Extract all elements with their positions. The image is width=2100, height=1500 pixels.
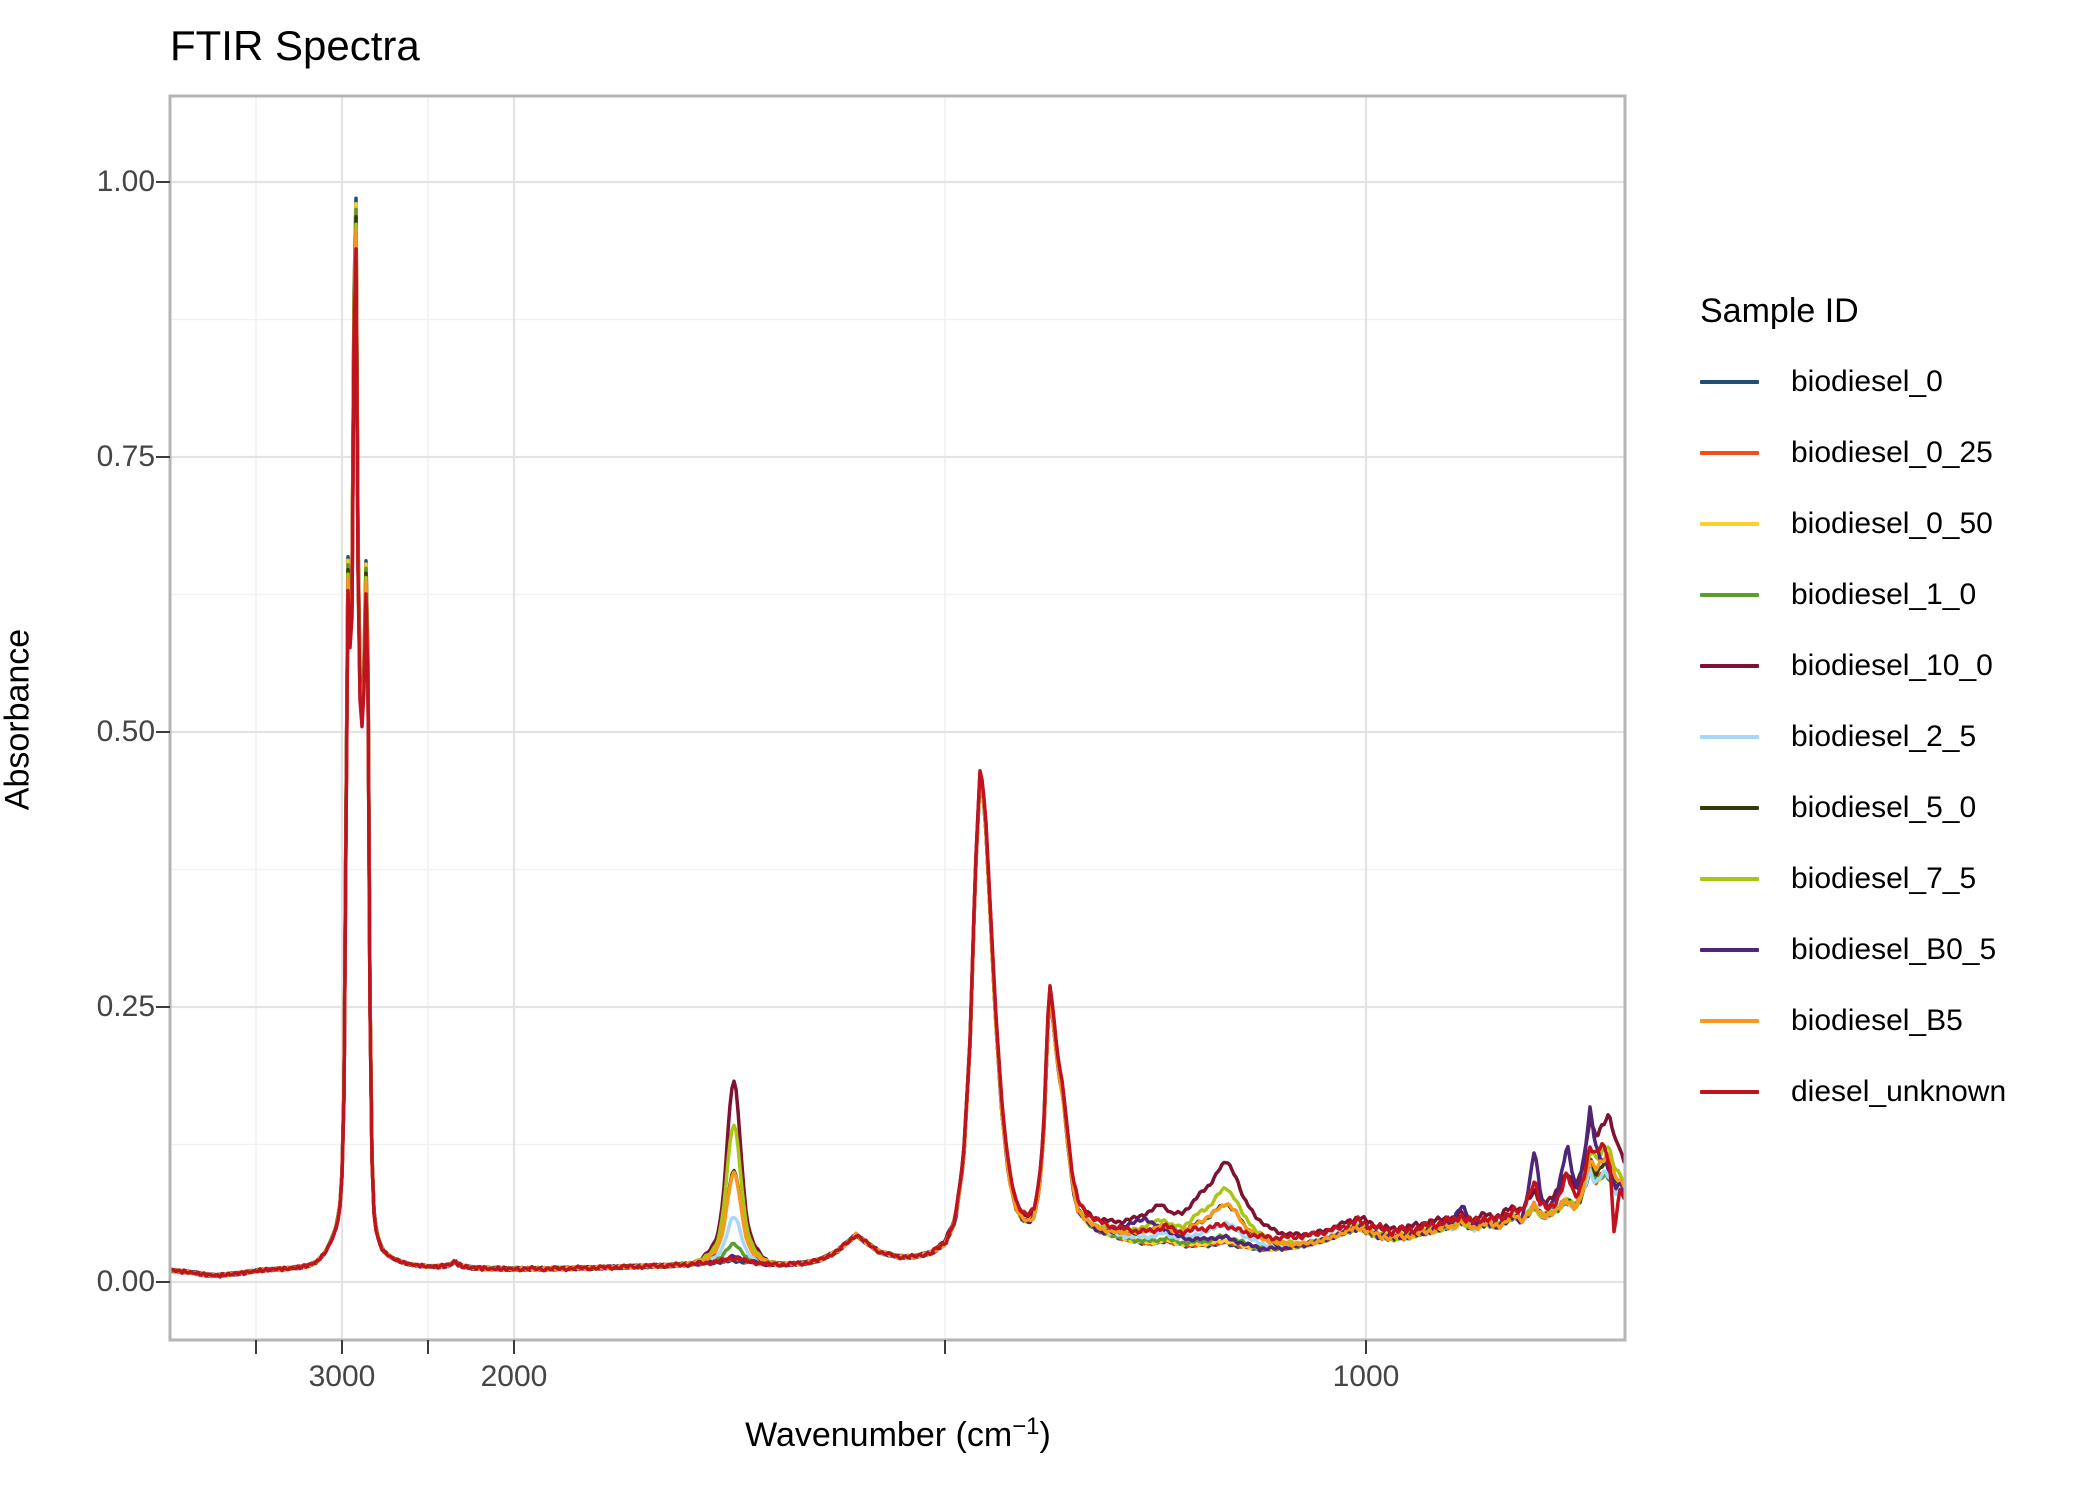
legend-key-line-biodiesel_2_5 — [1700, 735, 1759, 739]
x-axis-title: Wavenumber (cm−1) — [598, 1413, 1198, 1455]
x-tick-label: 3000 — [308, 1360, 376, 1393]
legend-label-biodiesel_0_50: biodiesel_0_50 — [1791, 507, 1993, 540]
legend-label-biodiesel_B5: biodiesel_B5 — [1791, 1004, 1963, 1037]
page-title: FTIR Spectra — [170, 22, 420, 69]
legend-title: Sample ID — [1700, 292, 1859, 330]
legend-item-biodiesel_7_5: biodiesel_7_5 — [1700, 859, 1976, 899]
x-tick-label: 1000 — [1332, 1360, 1400, 1393]
panel-background — [170, 96, 1625, 1340]
legend-item-biodiesel_10_0: biodiesel_10_0 — [1700, 646, 1993, 686]
series-lines — [170, 196, 1625, 1279]
legend-key-line-diesel_unknown — [1700, 1090, 1759, 1094]
legend-key-line-biodiesel_7_5 — [1700, 877, 1759, 881]
panel-border — [168, 94, 1627, 1342]
legend-item-biodiesel_B5: biodiesel_B5 — [1700, 1001, 1963, 1041]
legend-label-biodiesel_1_0: biodiesel_1_0 — [1791, 578, 1977, 611]
legend-key-line-biodiesel_0_50 — [1700, 522, 1759, 526]
legend-item-diesel_unknown: diesel_unknown — [1700, 1072, 2006, 1112]
y-tick-label: 0.50 — [96, 715, 155, 748]
y-tick-label: 0.75 — [96, 440, 155, 473]
x-axis-title-close: ) — [1039, 1416, 1051, 1454]
x-tick-label: 2000 — [480, 1360, 548, 1393]
legend-label-biodiesel_B0_5: biodiesel_B0_5 — [1791, 933, 1997, 966]
legend-item-biodiesel_0_50: biodiesel_0_50 — [1700, 504, 1993, 544]
legend-label-biodiesel_2_5: biodiesel_2_5 — [1791, 720, 1977, 753]
legend-item-biodiesel_0_25: biodiesel_0_25 — [1700, 433, 1993, 473]
legend-key-line-biodiesel_10_0 — [1700, 664, 1759, 668]
y-tick-label: 1.00 — [96, 165, 155, 198]
legend-key-line-biodiesel_5_0 — [1700, 806, 1759, 810]
legend-label-biodiesel_5_0: biodiesel_5_0 — [1791, 791, 1977, 824]
legend-label-biodiesel_10_0: biodiesel_10_0 — [1791, 649, 1993, 682]
legend-label-biodiesel_0_25: biodiesel_0_25 — [1791, 436, 1993, 469]
legend-key-line-biodiesel_0 — [1700, 380, 1759, 384]
legend-key-line-biodiesel_0_25 — [1700, 451, 1759, 455]
legend-item-biodiesel_B0_5: biodiesel_B0_5 — [1700, 930, 1996, 970]
legend-key-line-biodiesel_1_0 — [1700, 593, 1759, 597]
series-line-diesel_unknown — [170, 247, 1625, 1279]
legend-item-biodiesel_1_0: biodiesel_1_0 — [1700, 575, 1976, 615]
legend-key-line-biodiesel_B0_5 — [1700, 948, 1759, 952]
x-axis-title-main: Wavenumber (cm — [745, 1416, 1013, 1454]
y-tick-label: 0.00 — [96, 1265, 155, 1298]
legend-key-line-biodiesel_B5 — [1700, 1019, 1759, 1023]
x-axis-title-superscript: −1 — [1012, 1413, 1040, 1440]
legend-label-biodiesel_0: biodiesel_0 — [1791, 365, 1943, 398]
legend-item-biodiesel_5_0: biodiesel_5_0 — [1700, 788, 1976, 828]
legend-label-diesel_unknown: diesel_unknown — [1791, 1075, 2007, 1108]
legend-item-biodiesel_0: biodiesel_0 — [1700, 362, 1943, 402]
legend-item-biodiesel_2_5: biodiesel_2_5 — [1700, 717, 1976, 757]
y-tick-label: 0.25 — [96, 990, 155, 1023]
legend-label-biodiesel_7_5: biodiesel_7_5 — [1791, 862, 1977, 895]
